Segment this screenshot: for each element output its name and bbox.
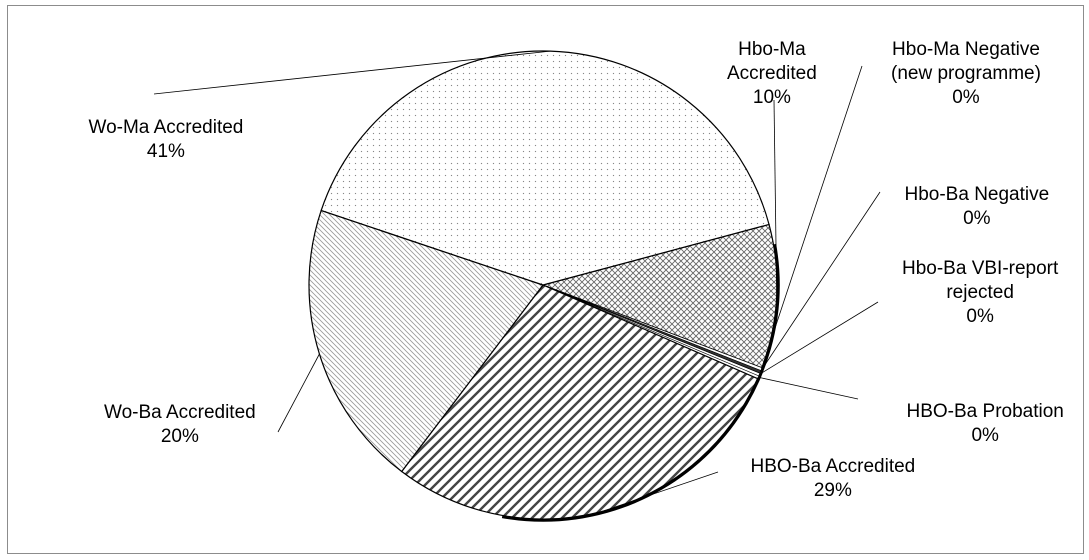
- leader-line: [761, 65, 863, 370]
- slice-label-name: Hbo-Ma: [738, 39, 806, 60]
- slice-label-name: Hbo-Ba Negative: [904, 184, 1050, 205]
- slice-label: Hbo-Ba Negative 0%: [905, 183, 1050, 231]
- slice-label: Wo-Ba Accredited 20%: [104, 401, 256, 449]
- slice-label: HBO-Ba Accredited 29%: [751, 455, 916, 503]
- slice-label-percent: 0%: [963, 208, 991, 229]
- pie-slice-hbo-ba-accredited: [400, 284, 759, 520]
- slice-label-percent: 29%: [813, 480, 852, 501]
- leader-line: [759, 191, 881, 373]
- slice-label: HBO-Ba Probation 0%: [907, 400, 1064, 448]
- slice-label-name: Accredited: [727, 63, 817, 84]
- slice-label: Hbo-Ma Accredited 10%: [727, 38, 817, 110]
- slice-label-name: (new programme): [891, 63, 1041, 84]
- slice-label-name: Wo-Ma Accredited: [88, 117, 244, 138]
- slice-label-name: HBO-Ba Accredited: [750, 456, 916, 477]
- leader-line: [277, 353, 320, 433]
- slice-label-name: HBO-Ba Probation: [906, 401, 1064, 422]
- slice-label-percent: 0%: [971, 425, 999, 446]
- slice-label-name: Hbo-Ma Negative: [892, 39, 1040, 60]
- slice-label-percent: 10%: [752, 87, 791, 108]
- pie-shadow-rim: [501, 243, 780, 522]
- slice-label-percent: 0%: [966, 306, 994, 327]
- slice-label-name: Hbo-Ba VBI-report: [902, 258, 1059, 279]
- slice-label-percent: 20%: [160, 426, 199, 447]
- slice-label-name: rejected: [946, 282, 1014, 303]
- leader-line: [758, 376, 859, 400]
- leader-line: [153, 50, 551, 95]
- slice-label-percent: 41%: [146, 141, 185, 162]
- slice-label: Hbo-Ma Negative (new programme) 0%: [891, 38, 1041, 110]
- leader-line: [758, 301, 879, 375]
- slice-label-percent: 0%: [952, 87, 980, 108]
- slice-label-name: Wo-Ba Accredited: [104, 402, 256, 423]
- leader-line: [602, 471, 719, 512]
- pie-slice-wo-ba-accredited: [308, 209, 544, 473]
- slice-label: Wo-Ma Accredited 41%: [89, 116, 244, 164]
- slice-label: Hbo-Ba VBI-report rejected 0%: [902, 257, 1058, 329]
- leader-line: [773, 99, 778, 297]
